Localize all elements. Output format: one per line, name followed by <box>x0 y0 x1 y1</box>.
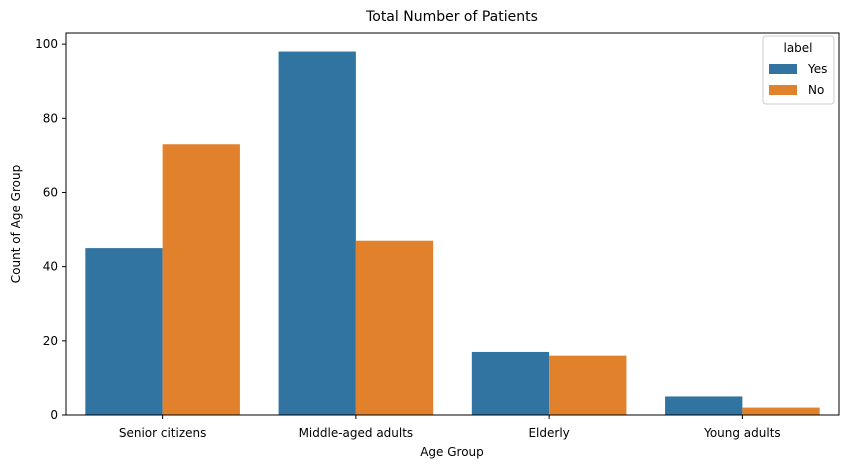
y-tick-label: 40 <box>43 260 58 274</box>
bar-yes-senior-citizens <box>85 248 163 415</box>
x-axis-label: Age Group <box>420 445 484 459</box>
plot-frame <box>65 32 840 416</box>
ticks-group: 0 20 40 60 80 100 Senior citizens Middle-aged a… <box>35 37 781 440</box>
x-tick-label-young-adults: Young adults <box>703 426 781 440</box>
y-tick-label: 20 <box>43 334 58 348</box>
legend-label-yes: Yes <box>807 62 827 76</box>
bar-no-young-adults <box>742 407 820 415</box>
bars-group <box>85 51 820 415</box>
x-tick-label-middle-aged-adults: Middle-aged adults <box>299 426 414 440</box>
y-tick-label: 0 <box>50 408 58 422</box>
bar-yes-elderly <box>471 351 550 415</box>
y-tick-label: 80 <box>43 111 58 125</box>
bar-yes-young-adults <box>665 396 743 415</box>
legend-swatch-yes <box>769 64 797 74</box>
chart-title: Total Number of Patients <box>365 9 538 25</box>
bar-no-senior-citizens <box>162 144 240 415</box>
legend: label Yes No <box>762 35 835 105</box>
legend-label-no: No <box>808 83 824 97</box>
bar-no-middle-aged-adults <box>355 240 434 415</box>
x-tick-label-elderly: Elderly <box>528 426 569 440</box>
legend-swatch-no <box>769 85 797 95</box>
y-tick-label: 100 <box>35 37 58 51</box>
y-axis-label: Count of Age Group <box>9 165 23 283</box>
bar-no-elderly <box>549 355 627 415</box>
x-tick-label-senior-citizens: Senior citizens <box>119 426 207 440</box>
legend-title: label <box>783 41 812 55</box>
y-tick-label: 60 <box>43 185 58 199</box>
bar-yes-middle-aged-adults <box>278 51 356 415</box>
